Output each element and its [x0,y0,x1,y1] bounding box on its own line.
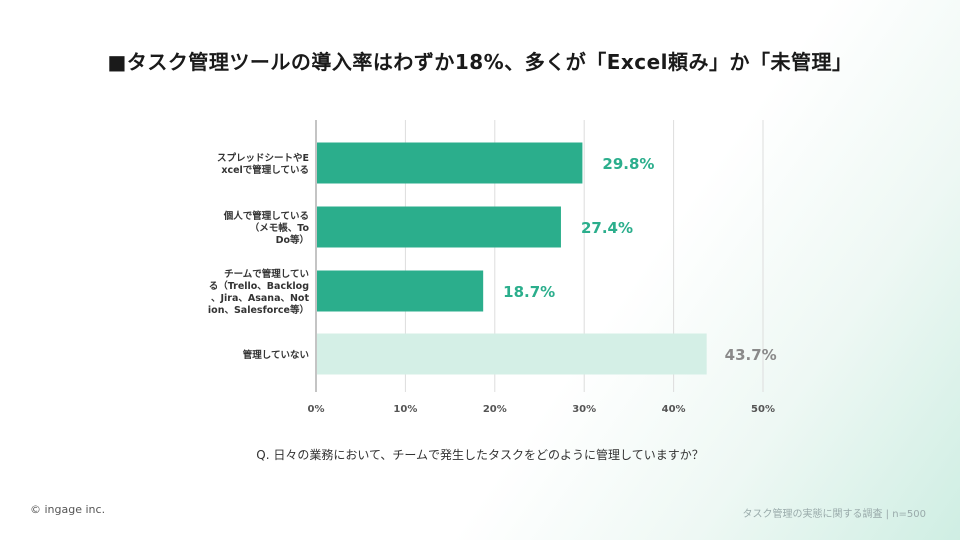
category-label: 管理していない [243,349,309,361]
category-label-line: ion、Salesforce等） [208,304,309,316]
category-label: チームで管理している（Trello、Backlog 、Jira、Asana、Not… [208,268,310,316]
category-label-line: チームで管理してい [224,268,309,280]
x-tick-label: 50% [751,404,775,415]
bar-value-label: 27.4% [581,219,633,237]
x-axis-ticks: 0% 10% 20% 30% 40% 50% [308,404,775,415]
bar [317,333,707,375]
category-label: スプレッドシートやE xcelで管理している [217,152,309,176]
x-tick-label: 10% [393,404,417,415]
category-label-line: xcelで管理している [221,164,309,176]
category-label-line: 管理していない [243,349,309,361]
bar-value-label: 43.7% [725,346,777,364]
bar-value-label: 18.7% [503,283,555,301]
survey-question: Q. 日々の業務において、チームで発生したタスクをどのように管理していますか？ [256,448,704,462]
chart-bars [317,142,707,375]
category-label-line: （メモ帳、To [250,222,310,234]
category-label-line: 、Jira、Asana、Not [211,293,309,304]
category-label-line: 個人で管理している [223,210,309,222]
survey-source-note: タスク管理の実態に関する調査 | n=500 [742,509,926,520]
category-label: 個人で管理している（メモ帳、To Do等） [223,210,310,246]
x-tick-label: 20% [483,404,507,415]
bar [317,206,561,248]
category-label-line: スプレッドシートやE [217,152,309,164]
bar [317,270,484,312]
value-labels: 29.8% 27.4% 18.7% 43.7% [503,155,777,364]
category-label-line: Do等） [276,234,309,246]
page-title: ■タスク管理ツールの導入率はわずか18%、多くが「Excel頼み」か「未管理」 [107,50,853,74]
copyright: © ingage inc. [30,503,106,516]
x-tick-label: 40% [662,404,686,415]
category-label-line: る（Trello、Backlog [209,280,309,292]
x-tick-label: 0% [308,404,325,415]
bar [317,142,583,184]
bar-value-label: 29.8% [602,155,654,173]
x-tick-label: 30% [572,404,596,415]
